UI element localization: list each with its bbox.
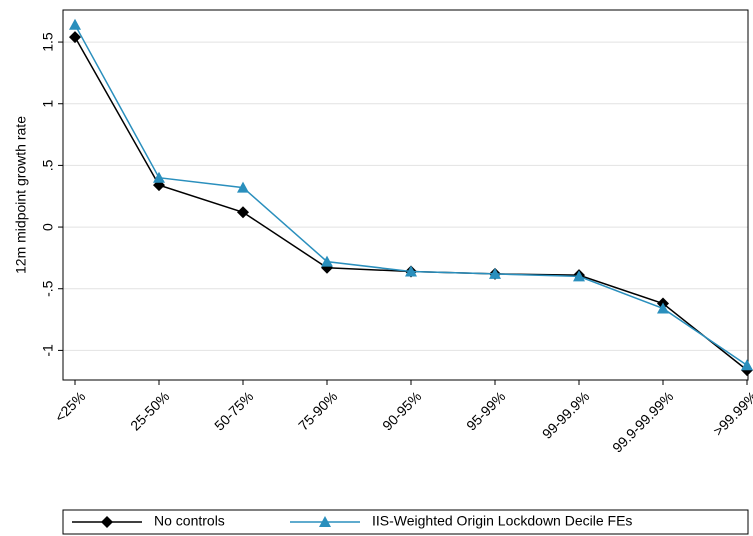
legend-label: No controls [154, 513, 225, 529]
x-tick-label: 95-99% [463, 388, 508, 433]
marker [153, 171, 165, 183]
x-tick-label: 90-95% [379, 388, 424, 433]
x-tick-label: 99-99.9% [539, 388, 593, 442]
x-tick-label: 75-90% [295, 388, 340, 433]
y-tick-label: -1 [40, 344, 56, 357]
marker [741, 359, 753, 371]
x-tick-label: 99.9-99.99% [609, 388, 676, 455]
y-tick-label: -.5 [40, 280, 56, 297]
plot-frame [62, 9, 749, 381]
marker [237, 181, 249, 193]
y-tick-label: 1 [40, 100, 56, 108]
marker [573, 270, 585, 282]
marker [321, 255, 333, 267]
x-tick-label: 50-75% [211, 388, 256, 433]
marker [237, 206, 249, 219]
y-tick-label: 0 [40, 223, 56, 231]
y-tick-label: 1.5 [40, 32, 56, 52]
series-line [74, 24, 748, 366]
x-tick-label: 25-50% [127, 388, 172, 433]
x-tick-label: >99.99% [710, 388, 753, 439]
marker [319, 516, 331, 527]
marker [405, 265, 417, 277]
legend-label: IIS-Weighted Origin Lockdown Decile FEs [372, 513, 632, 529]
y-tick-label: .5 [40, 159, 56, 171]
y-axis-label: 12m midpoint growth rate [13, 116, 29, 274]
marker [69, 18, 81, 30]
marker [657, 302, 669, 314]
legend-box [62, 509, 749, 535]
series-line [74, 36, 748, 371]
marker [69, 31, 81, 44]
x-tick-label: <25% [52, 388, 89, 425]
marker [101, 516, 113, 528]
marker [489, 267, 501, 279]
